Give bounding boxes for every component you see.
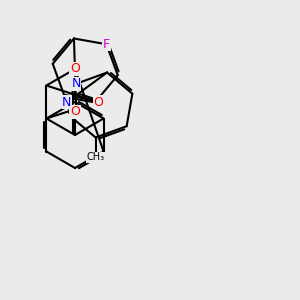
Text: O: O (93, 96, 103, 109)
Text: CH₃: CH₃ (87, 152, 105, 162)
Text: N: N (62, 95, 71, 109)
Text: N: N (71, 77, 81, 90)
Text: O: O (70, 105, 80, 119)
Text: F: F (103, 38, 110, 51)
Text: O: O (70, 62, 80, 76)
